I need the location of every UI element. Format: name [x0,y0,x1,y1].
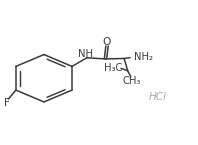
Text: CH₃: CH₃ [122,76,140,86]
Text: F: F [4,98,10,108]
Text: O: O [103,37,111,47]
Text: NH: NH [78,49,93,59]
Text: HCl: HCl [149,92,167,102]
Text: NH₂: NH₂ [134,52,153,62]
Text: H₃C: H₃C [104,63,123,73]
